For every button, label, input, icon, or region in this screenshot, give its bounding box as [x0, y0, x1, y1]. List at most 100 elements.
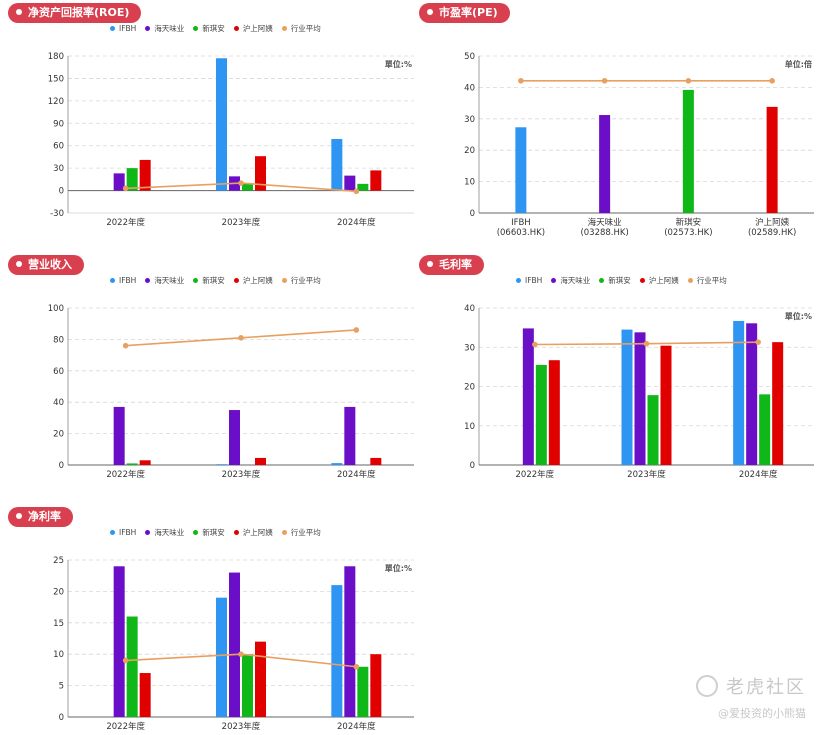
pe-title: 市盈率(PE)	[439, 6, 498, 19]
pe-panel: 市盈率(PE) 0 10 20 30 40 50 单位:倍 IFBH (06603.HK) 海天味…	[411, 0, 822, 245]
legend-item[interactable]: 海天味业	[551, 275, 590, 286]
legend-item[interactable]: 行业平均	[281, 275, 321, 286]
average-point	[532, 341, 538, 348]
bar	[113, 406, 125, 465]
legend-item[interactable]: 新琪安	[193, 275, 225, 286]
y-tick-label: 60	[53, 367, 64, 377]
legend-swatch	[281, 277, 287, 283]
legend-item[interactable]: IFBH	[110, 276, 136, 285]
pe-title-badge: 市盈率(PE)	[419, 3, 510, 23]
legend-swatch	[110, 25, 115, 31]
legend-swatch	[110, 277, 115, 283]
legend-item[interactable]: 海天味业	[145, 23, 184, 34]
bar	[113, 173, 125, 191]
x-tick-label: 2022年度	[106, 217, 145, 228]
gross-legend: IFBH 海天味业 新琪安 沪上阿姨 行业平均	[516, 275, 736, 289]
unit-label: 單位:%	[385, 59, 412, 69]
average-point	[353, 188, 360, 195]
y-tick-label: 30	[464, 343, 475, 353]
legend-item[interactable]: 新琪安	[193, 527, 225, 538]
roe-title-badge: 净资产回报率(ROE)	[8, 3, 142, 23]
legend-item[interactable]: 海天味业	[145, 527, 184, 538]
legend-item[interactable]: 沪上阿姨	[233, 527, 273, 538]
average-point	[769, 78, 775, 84]
legend-label: 新琪安	[202, 24, 225, 33]
legend-label: 沪上阿姨	[648, 276, 679, 285]
gross-panel: 毛利率 IFBH 海天味业 新琪安 沪上阿姨 行业平均 0 10 20 30 40 單位:% 202…	[411, 252, 822, 497]
y-tick-label: 90	[53, 119, 64, 129]
x-tick-label: (02573.HK)	[664, 228, 712, 238]
bar	[522, 328, 534, 465]
legend-item[interactable]: 沪上阿姨	[233, 23, 273, 34]
x-tick-label: 2023年度	[627, 469, 666, 480]
y-tick-label: 40	[464, 83, 475, 93]
x-tick-label: 2022年度	[106, 721, 145, 732]
bar	[126, 616, 138, 717]
bar	[344, 406, 356, 465]
revenue-chart: 0 20 40 60 80 100 2022年度 2023年度 2024年度	[48, 304, 414, 480]
bar	[255, 156, 266, 191]
y-tick-label: 20	[53, 430, 64, 440]
legend-label: 行业平均	[290, 276, 321, 285]
legend-item[interactable]: 海天味业	[145, 275, 184, 286]
bar	[370, 170, 382, 191]
y-tick-label: 5	[59, 682, 64, 692]
y-tick-label: 40	[53, 398, 64, 408]
bar	[621, 329, 633, 465]
legend-swatch	[193, 25, 199, 31]
bar	[357, 666, 369, 717]
bar	[515, 127, 527, 213]
gross-title-badge: 毛利率	[419, 255, 484, 275]
legend-label: 行业平均	[290, 24, 321, 33]
x-tick-label: IFBH	[511, 218, 531, 228]
y-tick-label: 180	[48, 52, 64, 62]
legend-item[interactable]: 沪上阿姨	[233, 275, 273, 286]
y-tick-label: 0	[59, 461, 64, 471]
x-tick-label: 2022年度	[516, 469, 555, 480]
title-dot	[427, 261, 433, 267]
tiger-logo-icon	[696, 675, 718, 697]
roe-legend: IFBH 海天味业 新琪安 沪上阿姨 行业平均	[110, 23, 330, 37]
average-point	[601, 78, 608, 84]
legend-item[interactable]: IFBH	[110, 528, 136, 537]
bar	[599, 115, 611, 213]
y-tick-label: 15	[53, 619, 64, 629]
legend-item[interactable]: 行业平均	[281, 527, 321, 538]
legend-swatch	[639, 277, 645, 283]
legend-item[interactable]: 新琪安	[193, 23, 225, 34]
legend-item[interactable]: 行业平均	[281, 23, 321, 34]
legend-item[interactable]: IFBH	[110, 24, 136, 33]
watermark-brand-row: 老虎社区	[696, 673, 806, 699]
bar	[331, 138, 343, 191]
y-tick-label: 30	[464, 115, 475, 125]
legend-swatch	[599, 277, 605, 283]
legend-item[interactable]: 行业平均	[687, 275, 727, 286]
average-point	[755, 339, 761, 345]
y-tick-label: 0	[470, 461, 475, 471]
y-tick-label: 10	[53, 650, 64, 660]
legend-item[interactable]: IFBH	[516, 276, 542, 285]
average-point	[238, 180, 244, 186]
legend-swatch	[281, 25, 287, 31]
legend-item[interactable]: 沪上阿姨	[639, 275, 679, 286]
bar	[331, 463, 343, 465]
x-tick-label: (03288.HK)	[580, 228, 628, 238]
y-tick-label: 0	[59, 713, 64, 723]
bar	[216, 464, 227, 465]
legend-label: IFBH	[525, 276, 543, 285]
gross-title: 毛利率	[439, 258, 472, 271]
x-tick-label: (06603.HK)	[497, 228, 545, 238]
bar	[344, 566, 356, 717]
average-point	[353, 327, 360, 333]
bar	[746, 323, 758, 465]
legend-item[interactable]: 新琪安	[599, 275, 631, 286]
average-point	[685, 78, 692, 84]
x-tick-label: 2024年度	[337, 469, 376, 480]
revenue-panel: 营业收入 IFBH 海天味业 新琪安 沪上阿姨 行业平均 0 20 40 60 80 100 202…	[0, 252, 414, 497]
bar	[357, 183, 369, 191]
bar	[139, 460, 151, 465]
net-title-badge: 净利率	[8, 507, 73, 527]
y-tick-label: 80	[53, 335, 64, 345]
y-tick-label: 60	[53, 142, 64, 152]
revenue-legend: IFBH 海天味业 新琪安 沪上阿姨 行业平均	[110, 275, 330, 289]
